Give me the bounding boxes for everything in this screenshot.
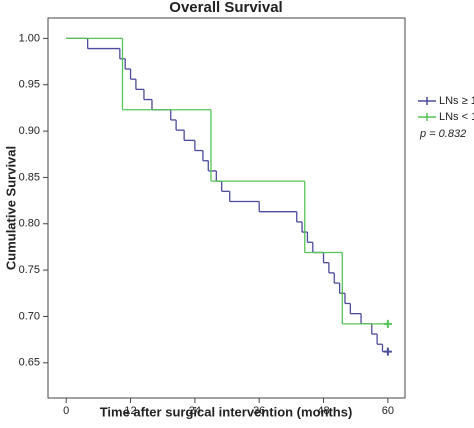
x-tick-label: 0 xyxy=(63,405,69,417)
y-tick-label: 0.90 xyxy=(19,125,40,137)
y-tick-label: 0.80 xyxy=(19,218,40,230)
legend-swatch xyxy=(418,97,436,105)
x-tick-label: 24 xyxy=(189,405,201,417)
plot-frame xyxy=(47,17,406,399)
y-tick-label: 0.75 xyxy=(19,264,40,276)
x-tick-label: 12 xyxy=(124,405,136,417)
y-tick-label: 1.00 xyxy=(19,32,40,44)
y-tick-label: 0.70 xyxy=(19,310,40,322)
legend-label: LNs < 12 xyxy=(439,111,474,123)
censor-mark xyxy=(383,347,392,356)
legend-label: LNs ≥ 12 xyxy=(439,95,474,107)
censor-mark xyxy=(383,319,392,328)
x-tick-label: 60 xyxy=(382,405,394,417)
y-tick-label: 0.85 xyxy=(19,171,40,183)
legend-swatch xyxy=(418,113,436,121)
x-tick-label: 48 xyxy=(317,405,329,417)
chart-title: Overall Survival xyxy=(169,0,282,16)
p-value: p = 0.832 xyxy=(419,128,466,140)
y-axis-label: Cumulative Survival xyxy=(3,146,18,270)
y-tick-label: 0.65 xyxy=(19,357,40,369)
x-tick-label: 36 xyxy=(253,405,265,417)
y-tick-label: 0.95 xyxy=(19,79,40,91)
x-axis-label: Time after surgical intervention (months… xyxy=(100,404,353,419)
